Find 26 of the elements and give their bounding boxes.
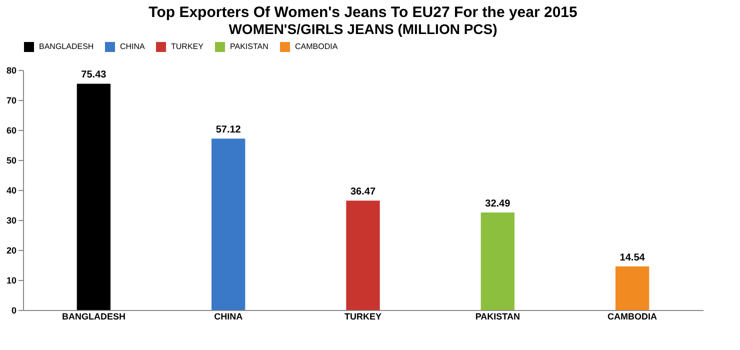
y-tick-label: 50 — [6, 156, 16, 166]
y-tick-label: 60 — [6, 126, 16, 136]
legend-label: CAMBODIA — [295, 42, 338, 51]
data-label: 32.49 — [485, 198, 511, 210]
y-tick-label: 0 — [11, 306, 16, 316]
data-label: 14.54 — [620, 252, 646, 264]
x-tick-label: CAMBODIA — [608, 312, 658, 322]
y-tick-label: 30 — [6, 216, 16, 226]
chart-title: Top Exporters Of Women's Jeans To EU27 For the year 2015 — [148, 4, 578, 21]
data-label: 57.12 — [216, 124, 242, 136]
x-tick-label: PAKISTAN — [475, 312, 520, 322]
y-tick-label: 10 — [6, 276, 16, 286]
legend-label: PAKISTAN — [230, 42, 269, 51]
legend-label: BANGLADESH — [39, 42, 94, 51]
legend-label: TURKEY — [171, 42, 204, 51]
y-tick-label: 70 — [6, 96, 16, 106]
x-tick-label: BANGLADESH — [62, 312, 126, 322]
legend-label: CHINA — [120, 42, 146, 51]
data-label: 36.47 — [350, 186, 376, 198]
x-tick-label: CHINA — [214, 312, 244, 322]
chart-subtitle: WOMEN'S/GIRLS JEANS (MILLION PCS) — [228, 21, 498, 37]
y-tick-label: 80 — [6, 66, 16, 76]
y-tick-label: 40 — [6, 186, 16, 196]
data-label: 75.43 — [81, 70, 107, 81]
y-tick-label: 20 — [6, 246, 16, 256]
x-tick-label: TURKEY — [344, 312, 382, 322]
